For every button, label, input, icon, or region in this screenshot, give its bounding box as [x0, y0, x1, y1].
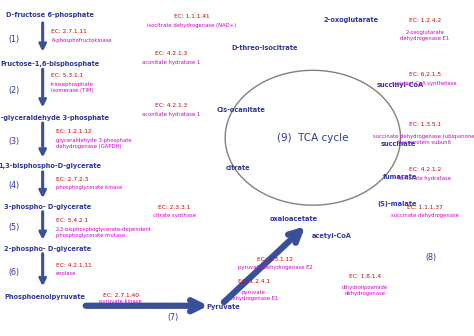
Text: Phosphoenolpyruvate: Phosphoenolpyruvate — [5, 294, 85, 300]
Text: 2-oxoglutarate: 2-oxoglutarate — [323, 17, 378, 23]
Text: (8): (8) — [426, 253, 437, 261]
Text: EC: 1.1.1.37: EC: 1.1.1.37 — [407, 205, 443, 210]
Text: aconitate hydratase 1: aconitate hydratase 1 — [142, 112, 200, 117]
Text: EC: 5.3.1.1: EC: 5.3.1.1 — [51, 73, 83, 78]
Text: fumarate hydratase: fumarate hydratase — [398, 176, 451, 181]
Text: pyruvate dehydrogenase E2: pyruvate dehydrogenase E2 — [237, 265, 312, 270]
Text: (3): (3) — [9, 137, 20, 146]
Text: pyruvate
dehydrogenase E1: pyruvate dehydrogenase E1 — [229, 290, 278, 301]
Text: 3-phospho- D-glycerate: 3-phospho- D-glycerate — [4, 204, 91, 210]
Text: EC: 2.3.1.12: EC: 2.3.1.12 — [257, 257, 293, 262]
Text: 2-oxoglutarate
dehydrogenase E1: 2-oxoglutarate dehydrogenase E1 — [400, 30, 449, 41]
Text: Cis-ocanitate: Cis-ocanitate — [216, 107, 265, 113]
Text: citrate synthase: citrate synthase — [153, 213, 196, 218]
Text: EC: 2.7.1.11: EC: 2.7.1.11 — [51, 30, 87, 34]
Text: (6): (6) — [9, 268, 20, 277]
Text: EC: 6.2.1.5: EC: 6.2.1.5 — [409, 72, 441, 77]
Text: EC: 1.2.1.12: EC: 1.2.1.12 — [56, 129, 91, 133]
Text: (S)-malate: (S)-malate — [377, 201, 417, 207]
Text: dihydrolipoamide
dehydrogenase: dihydrolipoamide dehydrogenase — [342, 285, 388, 296]
Text: (4): (4) — [9, 181, 20, 190]
Text: EC: 1.1.1.41: EC: 1.1.1.41 — [174, 14, 210, 19]
Text: glyceraldehyde 3-phosphate
dehydrogenase (GAPDH): glyceraldehyde 3-phosphate dehydrogenase… — [56, 138, 132, 149]
Text: EC: 2.7.2.3: EC: 2.7.2.3 — [56, 177, 88, 181]
Text: Fructose-1,6-bisphosphate: Fructose-1,6-bisphosphate — [0, 61, 100, 67]
Text: (5): (5) — [9, 223, 20, 232]
Text: 2,3-bisphosphoglycerate-dependent
phosphoglycerate mutase: 2,3-bisphosphoglycerate-dependent phosph… — [56, 227, 152, 238]
Text: EC: 1.3.5.1: EC: 1.3.5.1 — [409, 122, 441, 127]
Text: fumarate: fumarate — [383, 174, 417, 180]
Text: enolase: enolase — [56, 271, 76, 277]
Text: succinyl-CoA: succinyl-CoA — [377, 82, 424, 88]
Text: D-threo-isocitrate: D-threo-isocitrate — [231, 45, 298, 51]
Text: Pyruvate: Pyruvate — [206, 304, 240, 310]
Text: D-glyceraldehyde 3-phosphate: D-glyceraldehyde 3-phosphate — [0, 115, 109, 121]
Text: EC: 1.2.4.1: EC: 1.2.4.1 — [237, 279, 270, 284]
Text: EC: 1.8.1.4: EC: 1.8.1.4 — [349, 274, 381, 279]
Text: citrate: citrate — [226, 165, 251, 171]
Text: triosephosphate
isomerase (TIM): triosephosphate isomerase (TIM) — [51, 82, 94, 93]
Text: (2): (2) — [9, 86, 20, 95]
Text: D-fructose 6-phosphate: D-fructose 6-phosphate — [6, 12, 94, 18]
Text: (9)  TCA cycle: (9) TCA cycle — [277, 133, 348, 143]
Text: (7): (7) — [167, 313, 179, 322]
Text: EC: 2.7.1.40: EC: 2.7.1.40 — [103, 293, 139, 298]
Text: EC: 2.3.3.1: EC: 2.3.3.1 — [158, 205, 191, 210]
Text: EC: 1.2.4.2: EC: 1.2.4.2 — [409, 18, 441, 23]
Text: oxaloacetate: oxaloacetate — [270, 216, 318, 222]
Text: 1,3-bisphospho-D-glycerate: 1,3-bisphospho-D-glycerate — [0, 163, 101, 169]
Text: EC: 4.2.1.11: EC: 4.2.1.11 — [56, 263, 91, 268]
Text: EC: 4.2.1.2: EC: 4.2.1.2 — [409, 167, 441, 172]
Text: 2-phospho- D-glycerate: 2-phospho- D-glycerate — [4, 246, 91, 252]
Text: 6-phosphofructokinase: 6-phosphofructokinase — [51, 38, 112, 43]
Text: phosphoglycerate kinase: phosphoglycerate kinase — [56, 185, 122, 190]
Text: EC: 4.2.1.3: EC: 4.2.1.3 — [155, 103, 187, 108]
Text: EC: 5.4.2.1: EC: 5.4.2.1 — [56, 218, 88, 223]
Text: isocitrate dehydrogenase (NAD+): isocitrate dehydrogenase (NAD+) — [147, 23, 237, 28]
Text: EC: 4.2.1.3: EC: 4.2.1.3 — [155, 51, 187, 56]
Text: aconitate hydratase 1: aconitate hydratase 1 — [142, 60, 200, 65]
Text: succinate dehydrogenase (ubiquinone)
flavoprotein subunit: succinate dehydrogenase (ubiquinone) fla… — [373, 134, 474, 144]
Text: (1): (1) — [9, 35, 20, 44]
Text: acetyl-CoA: acetyl-CoA — [312, 233, 352, 239]
Text: succinate dehydrogenase: succinate dehydrogenase — [391, 213, 459, 218]
Text: pyruvate kinase: pyruvate kinase — [100, 299, 142, 304]
Text: succinate: succinate — [381, 141, 416, 147]
Text: succinyl-CoA synthetase: succinyl-CoA synthetase — [392, 81, 457, 86]
